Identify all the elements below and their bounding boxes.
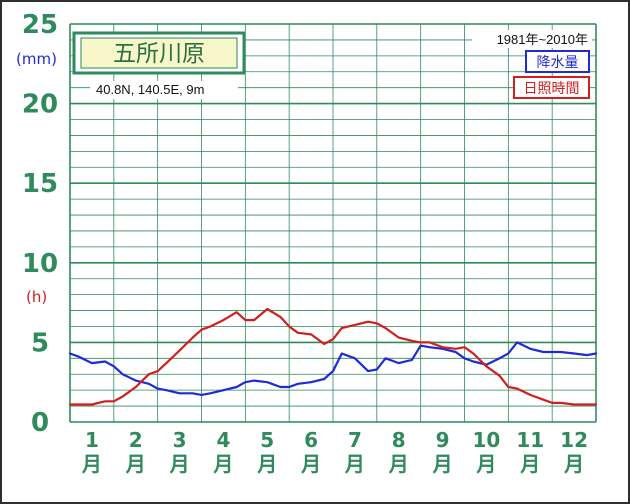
precipitation-line: [68, 341, 598, 396]
x-tick-unit: 月: [81, 452, 102, 476]
y-tick-label: 10: [22, 249, 58, 279]
x-tick-label: 4: [216, 428, 230, 452]
x-tick-unit: 月: [125, 452, 146, 476]
legend-precip-label: 降水量: [537, 55, 579, 71]
x-tick-unit: 月: [432, 452, 453, 476]
period-label: 1981年~2010年: [497, 32, 588, 47]
y-tick-label: 5: [31, 328, 49, 358]
period-bg: [472, 30, 592, 48]
legend-sunshine-label: 日照時間: [524, 81, 580, 97]
x-tick-label: 9: [436, 428, 450, 452]
station-name: 五所川原: [113, 41, 205, 67]
x-tick-label: 7: [348, 428, 362, 452]
legend: 降水量 日照時間: [513, 50, 590, 99]
y-tick-label: 20: [22, 90, 58, 120]
series-lines: [68, 307, 598, 406]
x-tick-label: 1: [85, 428, 99, 452]
x-tick-unit: 月: [344, 452, 365, 476]
x-tick-unit: 月: [169, 452, 190, 476]
sunshine-unit-label: (h): [26, 288, 47, 306]
coords-bg: [90, 81, 238, 99]
legend-sunshine-box: [513, 76, 590, 99]
x-tick-label: 5: [260, 428, 274, 452]
x-tick-label: 12: [560, 428, 588, 452]
station-title-box: 五所川原: [72, 31, 246, 75]
x-tick-label: 2: [129, 428, 143, 452]
x-tick-label: 3: [173, 428, 187, 452]
legend-precip-box: [525, 50, 590, 73]
x-tick-label: 8: [392, 428, 406, 452]
x-tick-unit: 月: [256, 452, 277, 476]
station-coordinates: 40.8N, 140.5E, 9m: [96, 82, 204, 97]
grid: [69, 23, 597, 423]
title-box-inner: [80, 37, 238, 69]
x-tick-label: 10: [472, 428, 500, 452]
x-tick-unit: 月: [475, 452, 496, 476]
x-tick-label: 6: [304, 428, 318, 452]
y-tick-label: 25: [22, 10, 58, 40]
x-tick-unit: 月: [212, 452, 233, 476]
x-tick-unit: 月: [519, 452, 540, 476]
x-tick-label: 11: [516, 428, 544, 452]
x-tick-unit: 月: [388, 452, 409, 476]
x-tick-unit: 月: [300, 452, 321, 476]
y-tick-label: 0: [31, 408, 49, 438]
sunshine-line: [68, 307, 598, 406]
x-tick-unit: 月: [563, 452, 584, 476]
precip-unit-label: (mm): [16, 50, 57, 68]
y-axis-ticks: 0 5 10 15 20 25: [22, 10, 58, 438]
y-tick-label: 15: [22, 169, 58, 199]
